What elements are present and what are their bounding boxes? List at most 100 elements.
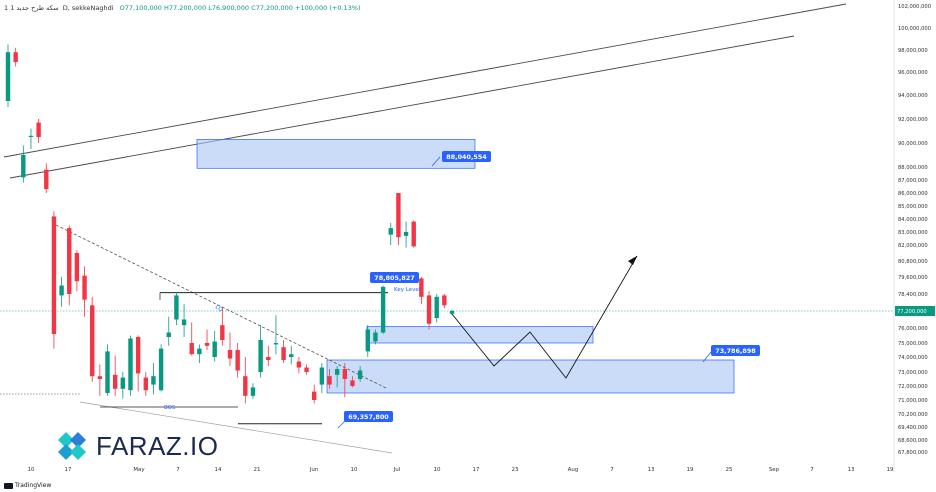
key-level-label-text: 78,805,827 [374,274,414,282]
price-axis-label: 83,000,000 [898,230,928,236]
candle [235,343,240,378]
zone-label-lower-connector [702,351,712,363]
zone-box [196,139,476,169]
price-axis-label: 100,000,000 [898,26,931,32]
price-axis-label: 67,800,000 [898,450,928,456]
projected-path [451,255,638,379]
price-axis-label: 79,600,000 [898,275,928,281]
candle-body [189,343,194,355]
price-axis-label: 72,000,000 [898,384,928,390]
price-axis-label: 88,000,000 [898,165,928,171]
candle [273,315,279,355]
candle-body [28,135,34,137]
price-axis-label: 87,000,000 [898,178,928,184]
price-axis-label: 82,000,000 [898,243,928,249]
current-price-badge-bg [895,306,935,316]
key-level-label: 78,805,827 [370,272,419,283]
candles [5,44,455,404]
time-axis-label: 25 [726,467,733,473]
candle-body [334,369,340,375]
candle [357,366,363,382]
candle-body [82,275,87,300]
candle-body [97,376,103,379]
swing-low-label: 69,357,800 [344,411,393,422]
time-axis-label: 14 [215,467,222,473]
candle-body [266,357,271,360]
time-axis-label: 10 [434,467,441,473]
tradingview-icon [4,482,13,489]
time-axis-label: 19 [687,467,694,473]
candle [258,325,263,378]
price-axis-label: 92,000,000 [898,117,928,123]
time-axis-label: 21 [254,467,261,473]
candle-body [419,278,424,297]
time-axis-label: Jun [309,467,319,473]
time-axis-label: 7 [610,467,614,473]
price-axis-label: 90,000,000 [898,141,928,147]
time-axis-label: 10 [28,467,35,473]
candle [5,44,11,107]
price-axis-label: 86,000,000 [898,191,928,197]
candle [143,372,148,396]
candle-body [342,369,348,379]
lq-annotation: LQ [214,304,224,313]
price-axis-label: 96,000,000 [898,70,928,76]
zone-label-lower-bg [711,345,760,356]
candle [59,277,64,307]
chart-header: 1 سکه طرح جدید 1D, sekkeNaghdi O77,100,0… [4,4,361,12]
candle [166,316,171,346]
key-level-annotation: Key Level [394,287,421,293]
candle [90,296,95,382]
candle [319,363,325,393]
candle [243,357,248,404]
faraz-logo: FARAZ.IO [52,426,218,466]
zone-label-upper-bg [442,151,491,162]
zone-label-lower: 73,786,898 [711,345,760,356]
candle-body [442,295,447,306]
price-axis-label: 76,000,000 [898,326,928,332]
price-axis-label: 84,000,000 [898,217,928,223]
time-axis-label: 7 [810,467,814,473]
price-axis: 102,000,000 100,000,000 98,000,000 96,000,0… [898,4,931,456]
candle [44,163,49,193]
candle [334,366,340,388]
price-axis-label: 85,000,000 [898,204,928,210]
candle [296,357,302,374]
candle-body [357,370,363,379]
candle [181,303,187,337]
candle-body [426,295,432,324]
candle-body [174,295,179,320]
price-axis-label: 69,400,000 [898,425,928,431]
candle-body [273,343,279,345]
candle-body [67,228,72,294]
candle-body [21,155,26,178]
candle [426,291,432,330]
candle-body [59,285,64,296]
time-axis-label: 13 [848,467,855,473]
candle [411,220,416,248]
key-level-label-bg [370,272,419,283]
swing-low-label-bg [344,411,393,422]
candle-body [74,253,80,282]
candle-body [304,367,309,372]
bos-annotation: BOS [164,405,176,411]
candle [342,363,348,398]
candle [304,364,309,375]
zone-label-upper-connector [431,156,441,167]
candle [128,335,133,396]
candle-body [204,343,210,346]
symbol-number: 1 [4,4,9,12]
time-axis-label: Aug [568,467,579,473]
price-axis-label: 78,400,000 [898,292,928,298]
candle [51,211,57,349]
candle-body [243,376,248,396]
zone-label-upper: 88,040,554 [442,151,491,162]
candle-body [296,361,302,368]
price-axis-label: 73,000,000 [898,370,928,376]
time-axis-label: 7 [176,467,180,473]
price-axis-label: 80,800,000 [898,259,928,265]
time-axis-label: Jul [393,467,401,473]
candle [204,329,210,350]
candle [419,277,424,304]
